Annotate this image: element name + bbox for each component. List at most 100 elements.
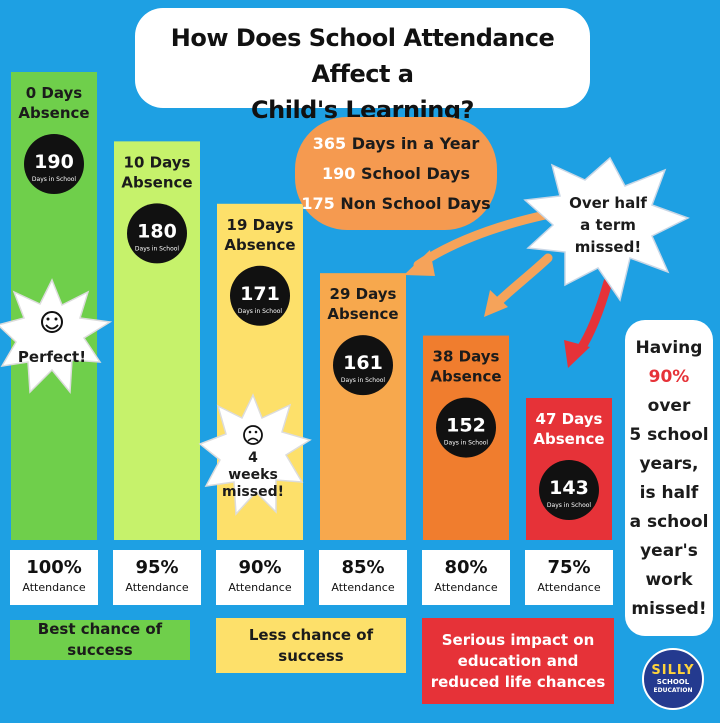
stat-school: 190 School Days xyxy=(295,159,497,189)
weeks-line3: missed! xyxy=(222,484,284,500)
bar-unit-label: Days in School xyxy=(547,502,592,509)
arrow-to-bar-5 xyxy=(575,277,613,355)
days-in-school-badge xyxy=(24,134,84,194)
attendance-box: 80% Attendance xyxy=(422,550,510,605)
stat-school-num: 190 xyxy=(322,164,356,183)
having-l4: 5 school xyxy=(629,425,709,445)
sad-face-mouth xyxy=(247,437,259,442)
having-l9: work xyxy=(645,570,693,590)
attendance-label: Attendance xyxy=(331,581,395,594)
attendance-pct: 75% xyxy=(547,557,591,578)
stat-non-label: Non School Days xyxy=(340,194,491,213)
bar-value-label: 152 xyxy=(446,415,486,437)
having-l6: is half xyxy=(639,483,699,503)
year-stats-box: 365 Days in a Year 190 School Days 175 N… xyxy=(295,117,497,230)
bar-absence-label2: Absence xyxy=(224,236,295,254)
over-half-line2: a term xyxy=(580,216,636,234)
smiley-icon xyxy=(41,311,63,333)
attendance-pct: 95% xyxy=(135,557,179,578)
bar-unit-label: Days in School xyxy=(238,308,283,315)
having-l2: 90% xyxy=(648,367,690,387)
smiley-eye xyxy=(54,317,58,321)
bar-absence-label2: Absence xyxy=(18,104,89,122)
arrow-head-5 xyxy=(564,340,590,368)
bar-absence-label: 47 Days xyxy=(536,410,603,428)
attendance-box: 75% Attendance xyxy=(525,550,613,605)
sad-face-icon xyxy=(243,425,263,445)
bar-value-label: 143 xyxy=(549,477,589,499)
arrow-head-4 xyxy=(484,290,508,317)
bar-absence-label: 0 Days xyxy=(26,84,83,102)
bar-value-label: 180 xyxy=(137,220,177,242)
attendance-label: Attendance xyxy=(434,581,498,594)
smiley-eye xyxy=(46,317,50,321)
logo-line2: SCHOOL xyxy=(656,678,690,686)
starburst-perfect xyxy=(0,278,113,394)
days-in-school-badge xyxy=(436,397,496,458)
bar-absence-label2: Absence xyxy=(533,430,604,448)
perfect-label: Perfect! xyxy=(18,348,86,366)
title-box: How Does School Attendance Affect a Chil… xyxy=(135,8,590,124)
band-serious-l3: reduced life chances xyxy=(430,672,606,691)
bar-value-label: 171 xyxy=(240,283,280,305)
bar-1 xyxy=(114,141,200,541)
attendance-label: Attendance xyxy=(125,581,189,594)
sad-face-eye xyxy=(248,430,252,434)
weeks-line2: weeks xyxy=(228,467,278,483)
logo-line1: SILLY xyxy=(651,663,695,678)
stat-non: 175 Non School Days xyxy=(295,189,497,219)
over-half-line1: Over half xyxy=(569,194,647,212)
attendance-pct: 100% xyxy=(26,557,82,578)
having-l5: years, xyxy=(639,454,699,474)
bar-absence-label: 29 Days xyxy=(330,285,397,303)
band-less-text: Less chance of success xyxy=(248,625,374,665)
having-l1: Having xyxy=(635,338,703,358)
band-serious: Serious impact on education and reduced … xyxy=(422,618,614,704)
attendance-box: 95% Attendance xyxy=(113,550,201,605)
bar-absence-label: 19 Days xyxy=(227,216,294,234)
logo-line3: EDUCATION xyxy=(653,687,693,694)
attendance-box: 85% Attendance xyxy=(319,550,407,605)
starburst-over-half xyxy=(523,156,690,302)
having-l7: a school xyxy=(629,512,709,532)
days-in-school-badge xyxy=(539,460,599,520)
bar-3 xyxy=(320,273,406,540)
attendance-pct: 85% xyxy=(341,557,385,578)
attendance-pct: 80% xyxy=(444,557,488,578)
attendance-box: 90% Attendance xyxy=(216,550,304,605)
over-half-line3: missed! xyxy=(575,238,641,256)
attendance-label: Attendance xyxy=(228,581,292,594)
bar-absence-label2: Absence xyxy=(121,173,192,191)
bar-unit-label: Days in School xyxy=(444,440,489,447)
arrow-to-bar-4 xyxy=(490,253,553,310)
smiley-mouth xyxy=(45,324,59,330)
bar-value-label: 161 xyxy=(343,352,383,374)
band-less: Less chance of success xyxy=(216,618,406,673)
bar-unit-label: Days in School xyxy=(32,176,77,183)
weeks-line1: 4 xyxy=(248,450,258,466)
attendance-label: Attendance xyxy=(22,581,86,594)
starburst-weeks xyxy=(198,393,312,516)
having-l8: year's xyxy=(640,541,698,561)
days-in-school-badge xyxy=(127,203,187,264)
band-serious-l1: Serious impact on xyxy=(441,630,595,649)
band-best: Best chance of success xyxy=(10,620,190,660)
having-l10: missed! xyxy=(631,599,707,619)
band-serious-l2: education and xyxy=(457,651,579,670)
attendance-box: 100% Attendance xyxy=(10,550,98,605)
arrow-head-3 xyxy=(404,250,435,276)
bar-absence-label: 10 Days xyxy=(124,153,191,171)
title-line1: How Does School Attendance Affect a xyxy=(170,24,555,88)
days-in-school-badge xyxy=(230,265,290,326)
stat-year: 365 Days in a Year xyxy=(295,129,497,159)
bar-unit-label: Days in School xyxy=(135,245,180,252)
bar-absence-label2: Absence xyxy=(327,305,398,323)
attendance-label: Attendance xyxy=(537,581,601,594)
days-in-school-badge xyxy=(333,335,393,396)
stat-school-label: School Days xyxy=(361,164,470,183)
stat-non-num: 175 xyxy=(301,194,335,213)
having-90-callout: Having 90% over 5 school years, is half … xyxy=(625,320,713,636)
sad-face-eye xyxy=(254,430,258,434)
